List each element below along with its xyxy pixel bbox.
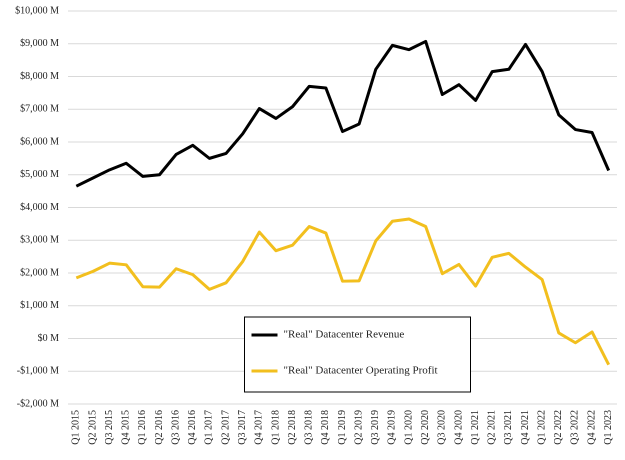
- x-tick-label: Q1 2020: [403, 410, 414, 445]
- x-tick-label: Q1 2022: [536, 410, 547, 445]
- x-tick-label: Q1 2018: [270, 410, 281, 445]
- legend: "Real" Datacenter Revenue "Real" Datacent…: [244, 316, 471, 393]
- y-tick-label: $5,000 M: [20, 169, 59, 180]
- y-tick-label: $4,000 M: [20, 202, 59, 213]
- x-tick-label: Q2 2015: [87, 410, 98, 445]
- x-tick-label: Q3 2017: [237, 410, 248, 445]
- x-tick-label: Q2 2018: [287, 410, 298, 445]
- x-tick-label: Q3 2022: [570, 410, 581, 445]
- x-tick-label: Q4 2019: [387, 410, 398, 445]
- y-tick-label: $7,000 M: [20, 104, 59, 115]
- x-tick-label: Q4 2018: [320, 410, 331, 445]
- y-tick-label: $10,000 M: [15, 5, 59, 16]
- x-tick-label: Q4 2021: [520, 410, 531, 445]
- x-tick-label: Q4 2017: [254, 410, 265, 445]
- x-tick-label: Q4 2020: [453, 410, 464, 445]
- y-tick-label: $1,000 M: [20, 300, 59, 311]
- x-tick-label: Q3 2019: [370, 410, 381, 445]
- legend-label: "Real" Datacenter Operating Profit: [284, 365, 438, 377]
- x-tick-label: Q2 2020: [420, 410, 431, 445]
- x-tick-label: Q2 2019: [353, 410, 364, 445]
- y-tick-label: -$1,000 M: [17, 366, 59, 377]
- legend-label: "Real" Datacenter Revenue: [284, 329, 405, 341]
- x-tick-label: Q2 2021: [487, 410, 498, 445]
- y-tick-label: $3,000 M: [20, 235, 59, 246]
- x-tick-label: Q3 2015: [104, 410, 115, 445]
- x-tick-label: Q4 2016: [187, 410, 198, 445]
- x-tick-label: Q1 2023: [603, 410, 614, 445]
- x-tick-label: Q2 2022: [553, 410, 564, 445]
- y-tick-label: $8,000 M: [20, 71, 59, 82]
- x-tick-label: Q2 2016: [154, 410, 165, 445]
- y-tick-label: -$2,000 M: [17, 398, 59, 409]
- y-tick-label: $2,000 M: [20, 267, 59, 278]
- x-tick-label: Q1 2019: [337, 410, 348, 445]
- x-tick-label: Q2 2017: [220, 410, 231, 445]
- x-tick-label: Q3 2018: [304, 410, 315, 445]
- y-tick-label: $0 M: [38, 333, 60, 344]
- legend-box: [244, 316, 471, 393]
- x-tick-label: Q4 2015: [121, 410, 132, 445]
- x-tick-label: Q1 2015: [71, 410, 82, 445]
- x-tick-label: Q3 2020: [437, 410, 448, 445]
- y-tick-label: $9,000 M: [20, 38, 59, 49]
- x-tick-label: Q1 2017: [204, 410, 215, 445]
- series-line: [75, 217, 611, 366]
- y-tick-label: $6,000 M: [20, 136, 59, 147]
- x-tick-label: Q3 2021: [503, 410, 514, 445]
- x-tick-label: Q1 2021: [470, 410, 481, 445]
- series-line: [75, 39, 611, 188]
- x-tick-label: Q1 2016: [137, 410, 148, 445]
- x-tick-label: Q3 2016: [170, 410, 181, 445]
- x-tick-label: Q4 2022: [586, 410, 597, 445]
